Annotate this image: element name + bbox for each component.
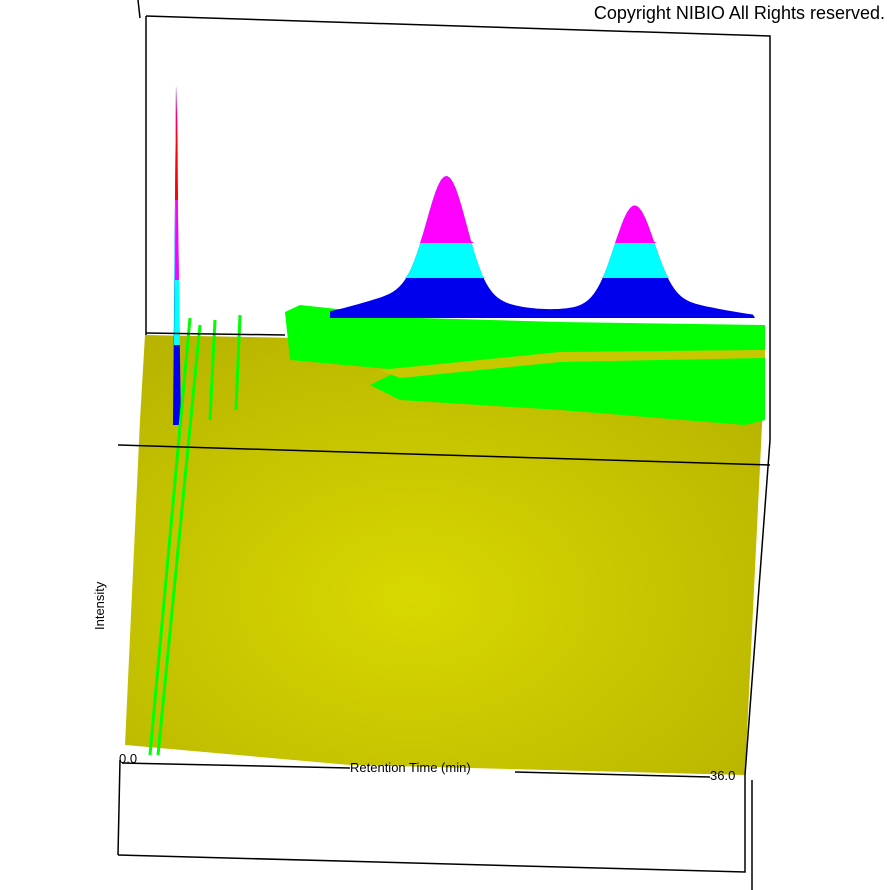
streak-0: [148, 317, 192, 756]
x-tick-label-min: 0.0: [119, 751, 137, 766]
y-axis-label: Intensity: [92, 581, 107, 630]
peak-band-high: [330, 175, 755, 278]
front-frame: [117, 332, 771, 890]
spike-red: [175, 85, 178, 200]
peak-band-higher: [330, 175, 755, 243]
peak-band-mid: [330, 175, 755, 318]
surface-ridge: [380, 350, 765, 378]
x-axis-label: Retention Time (min): [350, 760, 471, 775]
x-tick-label-max: 36.0: [710, 768, 735, 783]
back-frame: [137, 0, 771, 440]
copyright-text: Copyright NIBIO All Rights reserved.: [593, 3, 885, 23]
streak-2: [208, 319, 217, 421]
surface-base: [125, 335, 765, 775]
streak-3: [234, 314, 242, 411]
streak-1: [156, 324, 202, 756]
